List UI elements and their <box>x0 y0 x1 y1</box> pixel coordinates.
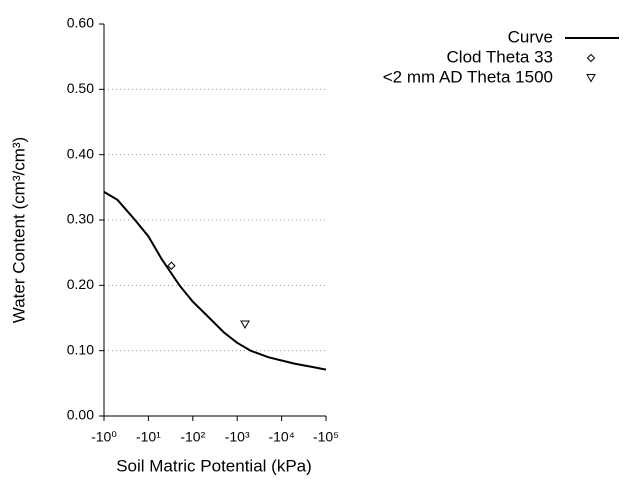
x-tick-label: -10⁵ <box>313 429 339 445</box>
x-axis-label: Soil Matric Potential (kPa) <box>116 456 312 475</box>
legend-label: <2 mm AD Theta 1500 <box>383 67 553 86</box>
y-tick-label: 0.30 <box>67 211 94 227</box>
y-tick-label: 0.60 <box>67 15 94 31</box>
y-tick-label: 0.10 <box>67 341 94 357</box>
y-tick-label: 0.50 <box>67 80 94 96</box>
x-tick-label: -10⁴ <box>268 429 294 445</box>
curve-line <box>103 191 327 371</box>
legend-label: Curve <box>508 27 553 46</box>
legend-label: Clod Theta 33 <box>447 47 553 66</box>
x-tick-label: -10² <box>180 429 205 445</box>
marker-diamond <box>167 261 176 270</box>
y-tick-label: 0.40 <box>67 145 94 161</box>
y-tick-label: 0.20 <box>67 276 94 292</box>
x-tick-label: -10⁰ <box>91 429 117 445</box>
x-tick-label: -10³ <box>225 429 250 445</box>
y-tick-label: 0.00 <box>67 407 94 423</box>
marker-diamond <box>586 53 596 63</box>
x-tick-label: -10¹ <box>136 429 161 445</box>
marker-triangle <box>586 74 596 83</box>
y-axis-label: Water Content (cm³/cm³) <box>9 137 28 323</box>
marker-triangle <box>240 320 250 330</box>
